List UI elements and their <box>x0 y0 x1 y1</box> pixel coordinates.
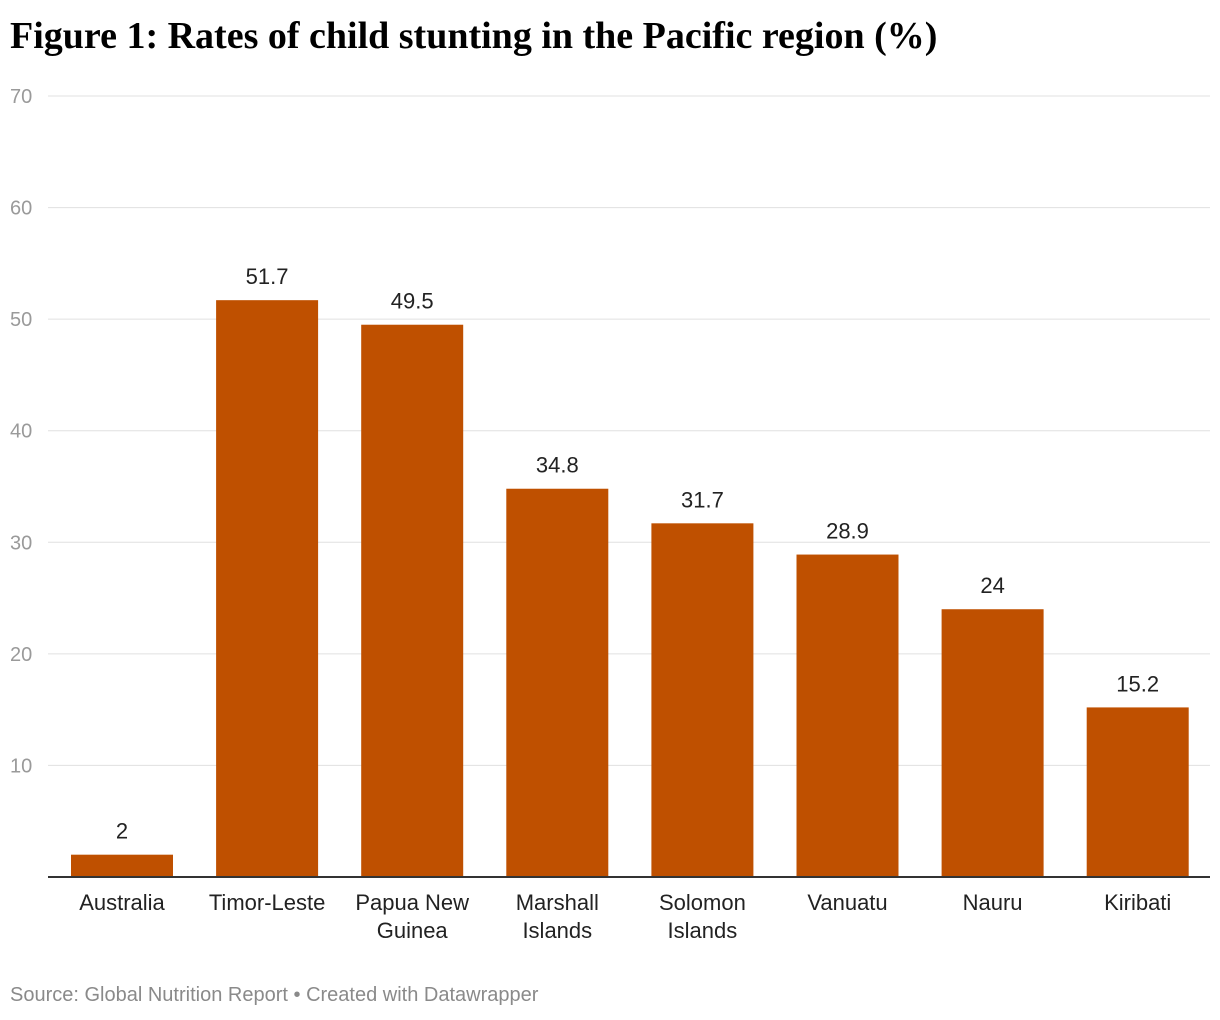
credit-text: Created with Datawrapper <box>306 984 539 1006</box>
x-tick-label: Kiribati <box>1104 890 1171 915</box>
x-tick-label-line: Kiribati <box>1104 890 1171 915</box>
x-tick-label-line: Marshall <box>516 890 599 915</box>
data-label: 51.7 <box>246 264 289 289</box>
data-label: 34.8 <box>536 453 579 478</box>
x-tick-label-line: Papua New <box>355 890 469 915</box>
data-label: 15.2 <box>1116 671 1159 696</box>
x-tick-label: Vanuatu <box>807 890 887 915</box>
bar <box>1086 707 1189 877</box>
x-tick-label-line: Australia <box>79 890 165 915</box>
x-tick-label: Nauru <box>963 890 1023 915</box>
y-tick-label: 40 <box>10 421 32 443</box>
bar <box>941 609 1044 877</box>
x-tick-label: Marshall Islands <box>516 890 599 943</box>
source-text: Source: Global Nutrition Report <box>10 984 288 1006</box>
x-tick-label-line: Vanuatu <box>807 890 887 915</box>
data-label: 28.9 <box>826 519 869 544</box>
x-tick-label: Timor-Leste <box>209 890 326 915</box>
y-tick-label: 30 <box>10 532 32 554</box>
chart-title: Figure 1: Rates of child stunting in the… <box>10 15 938 57</box>
data-label: 31.7 <box>681 487 724 512</box>
footer-separator: • <box>293 984 301 1006</box>
x-tick-label-line: Islands <box>522 918 592 943</box>
bar <box>796 554 899 877</box>
y-tick-label: 10 <box>10 755 32 777</box>
x-tick-label-line: Solomon <box>659 890 746 915</box>
x-tick-label: Papua New Guinea <box>355 890 469 943</box>
bar <box>361 324 464 877</box>
data-label: 49.5 <box>391 289 434 314</box>
x-tick-label-line: Islands <box>668 918 738 943</box>
bar <box>71 854 173 877</box>
x-tick-label: Australia <box>79 890 165 915</box>
y-tick-label: 60 <box>10 198 32 220</box>
bar <box>216 300 319 877</box>
y-tick-label: 70 <box>10 86 32 108</box>
x-tick-label-line: Timor-Leste <box>209 890 326 915</box>
y-tick-label: 50 <box>10 309 32 331</box>
chart-footer: Source: Global Nutrition Report • Create… <box>10 984 538 1007</box>
x-tick-label: Solomon Islands <box>659 890 746 943</box>
bar <box>651 523 754 877</box>
bar <box>506 488 609 877</box>
x-tick-label-line: Nauru <box>963 890 1023 915</box>
y-tick-label: 20 <box>10 644 32 666</box>
data-label: 2 <box>116 819 128 844</box>
data-label: 24 <box>980 573 1004 598</box>
x-tick-label-line: Guinea <box>377 918 449 943</box>
